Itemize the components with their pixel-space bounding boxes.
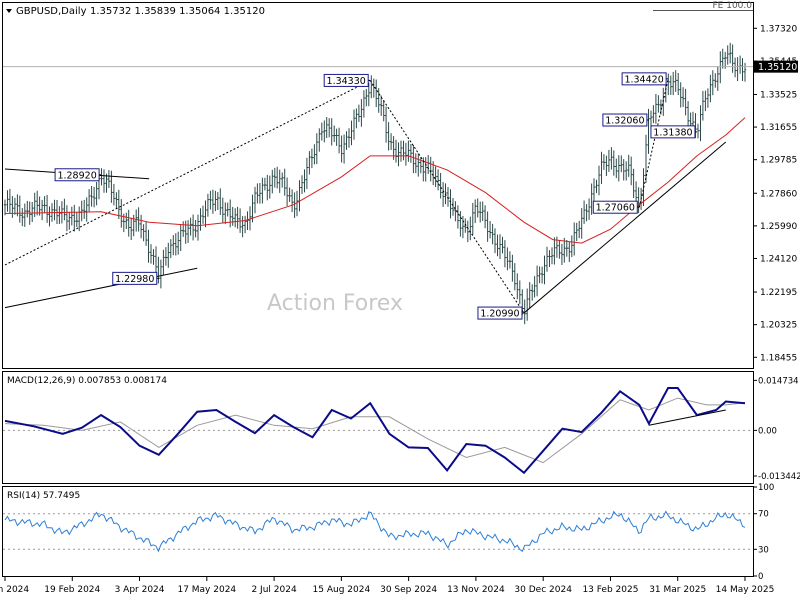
xtick-label: 19 Feb 2024 — [44, 585, 100, 595]
price-ytick-label: 1.31655 — [760, 123, 797, 133]
xtick-label: 17 May 2024 — [177, 585, 236, 595]
rsi-label: RSI(14) 57.7495 — [7, 491, 80, 501]
annotation-box — [592, 200, 638, 214]
annotation-label: 1.31380 — [653, 127, 692, 138]
price-ytick-label: 1.29785 — [760, 156, 797, 166]
annotation-label: 1.27060 — [596, 203, 635, 214]
rsi-ytick-label: 30 — [758, 545, 769, 555]
xtick-label: 4 Jan 2024 — [0, 585, 29, 595]
annotation-box — [602, 113, 648, 127]
rsi-ytick-label: 70 — [758, 510, 769, 520]
xtick-label: 3 Apr 2024 — [115, 585, 165, 595]
price-ytick-label: 1.18455 — [760, 353, 797, 363]
annotation-label: 1.22980 — [115, 274, 154, 285]
xtick-label: 2 Jul 2024 — [251, 585, 296, 595]
macd-ytick-label: -0.013442 — [758, 472, 800, 482]
price-ytick-label: 1.27860 — [760, 189, 797, 199]
ohlc-label: 1.35732 1.35839 1.35064 1.35120 — [90, 6, 265, 17]
annotation-box — [477, 306, 523, 320]
trendline — [4, 267, 198, 309]
xtick-label: 30 Dec 2024 — [514, 585, 572, 595]
rsi-ytick-label: 100 — [758, 483, 774, 493]
macd-panel-frame — [2, 371, 754, 484]
annotation-label: 1.28920 — [57, 170, 96, 181]
annotation-label: 1.20990 — [480, 309, 519, 320]
trendline — [369, 80, 525, 314]
price-ytick-label: 1.33525 — [760, 90, 797, 100]
trendline — [638, 78, 669, 208]
macd-trendline — [648, 409, 726, 426]
last-price-label: 1.35120 — [758, 62, 797, 73]
annotation-label: 1.32060 — [605, 116, 644, 127]
macd-ytick-label: 0.014734 — [758, 376, 799, 386]
watermark: Action Forex — [267, 291, 403, 316]
trendline — [523, 141, 727, 314]
rsi-panel-frame — [2, 486, 754, 577]
macd-signal-line — [4, 397, 746, 464]
macd-main-line — [4, 387, 746, 475]
annotation-box — [323, 73, 369, 87]
macd-ytick-label: 0.00 — [758, 426, 777, 436]
trendline — [4, 79, 371, 266]
symbol-label: GBPUSD,Daily — [16, 6, 87, 17]
xtick-label: 14 May 2025 — [716, 585, 775, 595]
rsi-ytick-label: 0 — [758, 572, 763, 582]
annotation-box — [112, 271, 158, 285]
moving-average-line — [4, 117, 746, 244]
annotation-box — [650, 125, 696, 139]
price-ytick-label: 1.20325 — [760, 321, 797, 331]
rsi-line — [4, 510, 746, 553]
price-ytick-label: 1.25990 — [760, 222, 797, 232]
xtick-label: 30 Sep 2024 — [380, 585, 437, 595]
annotation-box — [621, 72, 667, 86]
price-ytick-label: 1.37320 — [760, 24, 797, 34]
fe-label: FE 100.0 — [713, 1, 753, 11]
price-ytick-label: 1.22195 — [760, 288, 797, 298]
xtick-label: 13 Feb 2025 — [582, 585, 638, 595]
last-price-tag — [754, 60, 798, 73]
xtick-label: 13 Nov 2024 — [447, 585, 505, 595]
annotation-label: 1.34330 — [327, 76, 366, 87]
macd-label: MACD(12,26,9) 0.007853 0.008174 — [7, 376, 167, 386]
dropdown-arrow-icon[interactable] — [6, 9, 12, 13]
xtick-label: 15 Aug 2024 — [313, 585, 371, 595]
xtick-label: 31 Mar 2025 — [649, 585, 706, 595]
annotation-box — [54, 168, 100, 182]
price-panel-frame — [2, 2, 754, 369]
annotation-label: 1.34420 — [624, 74, 663, 85]
price-ytick-label: 1.24120 — [760, 254, 797, 264]
